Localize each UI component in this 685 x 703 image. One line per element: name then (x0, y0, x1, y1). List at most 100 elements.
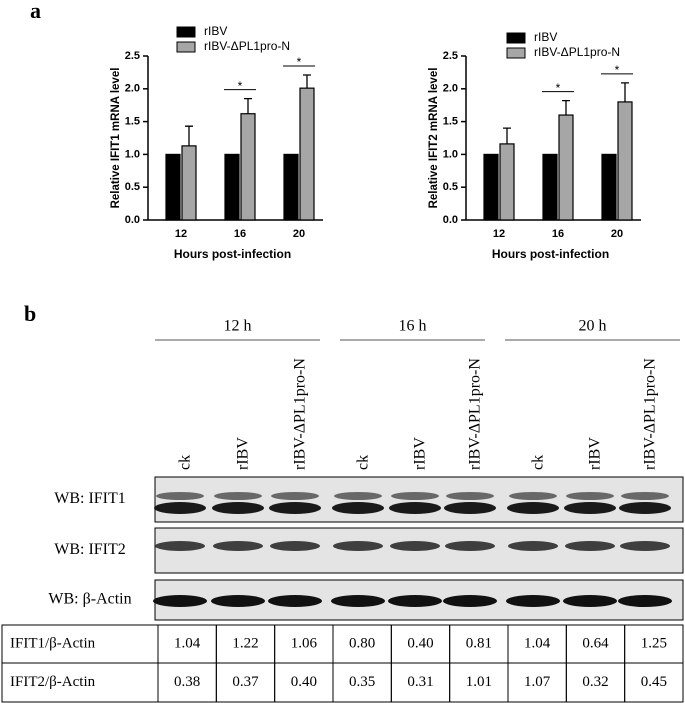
band (445, 541, 495, 551)
legend-swatch (176, 26, 196, 38)
table-row-label: IFIT1/β-Actin (10, 635, 96, 651)
time-point-label: 12 h (224, 318, 252, 335)
band (564, 502, 616, 514)
lane-label: rIBV-ΔPL1pro-N (292, 358, 309, 470)
band (213, 541, 263, 551)
significance-mark: * (297, 55, 302, 69)
bar (558, 114, 574, 221)
band (563, 595, 617, 607)
band (566, 492, 614, 500)
error-bar (185, 125, 193, 146)
bar (601, 153, 617, 221)
table-value: 0.31 (407, 674, 433, 690)
band (155, 541, 205, 551)
band (390, 541, 440, 551)
band (444, 502, 496, 514)
band (270, 541, 320, 551)
table-value: 0.80 (349, 635, 375, 651)
blot-label: WB: IFIT1 (54, 490, 126, 507)
y-axis-title: Relative IFIT1 mRNA level (110, 68, 122, 209)
band (389, 502, 441, 514)
band (507, 502, 559, 514)
x-axis-title: Hours post-infection (492, 247, 609, 261)
table-value: 0.38 (174, 674, 200, 690)
legend-label: rIBV (204, 24, 227, 38)
table-value: 0.40 (291, 674, 317, 690)
band (268, 595, 322, 607)
band (508, 541, 558, 551)
error-bar (621, 82, 629, 102)
legend-label: rIBV-ΔPL1pro-N (534, 45, 620, 59)
y-tick-label: 2.0 (125, 83, 140, 95)
legend-label: rIBV-ΔPL1pro-N (204, 39, 290, 53)
band (269, 502, 321, 514)
band (156, 492, 204, 500)
y-tick-label: 0.5 (125, 181, 140, 193)
y-tick-label: 0.5 (443, 181, 458, 193)
legend-swatch (506, 32, 526, 44)
lane-label: rIBV (587, 437, 604, 470)
band (391, 492, 439, 500)
panel-label: b (24, 301, 36, 326)
y-tick-label: 0.0 (125, 214, 140, 226)
table-value: 0.81 (466, 635, 492, 651)
table-value: 1.01 (466, 674, 492, 690)
y-tick-label: 2.5 (443, 50, 458, 62)
band (443, 595, 497, 607)
band (446, 492, 494, 500)
y-axis-title: Relative IFIT2 mRNA level (428, 68, 440, 209)
table-value: 0.45 (641, 674, 667, 690)
bar (499, 143, 515, 221)
bar (240, 113, 256, 221)
table-value: 0.64 (582, 635, 609, 651)
band (388, 595, 442, 607)
significance-mark: * (238, 79, 243, 93)
lane-label: rIBV (412, 437, 429, 470)
band (506, 595, 560, 607)
band (153, 595, 207, 607)
time-point-label: 16 h (399, 318, 427, 335)
legend-swatch (176, 41, 196, 53)
band (334, 492, 382, 500)
table-value: 0.35 (349, 674, 375, 690)
band (620, 541, 670, 551)
legend-swatch (506, 47, 526, 59)
table-value: 1.22 (232, 635, 258, 651)
x-tick-label: 20 (611, 228, 623, 240)
y-tick-label: 1.0 (443, 148, 458, 160)
blot-label: WB: IFIT2 (54, 541, 126, 558)
band (331, 595, 385, 607)
table-value: 1.06 (291, 635, 318, 651)
table-row-label: IFIT2/β-Actin (10, 674, 96, 690)
y-tick-label: 2.0 (443, 83, 458, 95)
lane-label: rIBV (235, 437, 252, 470)
band (619, 502, 671, 514)
lane-label: ck (177, 455, 194, 470)
significance-mark: * (615, 63, 620, 77)
time-point-label: 20 h (579, 318, 607, 335)
lane-label: rIBV-ΔPL1pro-N (467, 358, 484, 470)
band (333, 541, 383, 551)
bar (299, 87, 315, 221)
bar (181, 145, 197, 221)
y-tick-label: 2.5 (125, 50, 140, 62)
lane-label: ck (355, 455, 372, 470)
y-tick-label: 1.5 (125, 116, 140, 128)
table-value: 1.04 (524, 635, 551, 651)
lane-label: rIBV-ΔPL1pro-N (642, 358, 659, 470)
error-bar (244, 97, 252, 114)
band (212, 502, 264, 514)
y-tick-label: 1.0 (125, 148, 140, 160)
table-value: 1.04 (174, 635, 201, 651)
error-bar (303, 74, 311, 89)
bar (483, 153, 499, 221)
band (211, 595, 265, 607)
band (271, 492, 319, 500)
table-cell (624, 662, 684, 703)
band (565, 541, 615, 551)
band (618, 595, 672, 607)
legend-label: rIBV (534, 30, 557, 44)
x-tick-label: 12 (175, 228, 187, 240)
bar (542, 153, 558, 221)
